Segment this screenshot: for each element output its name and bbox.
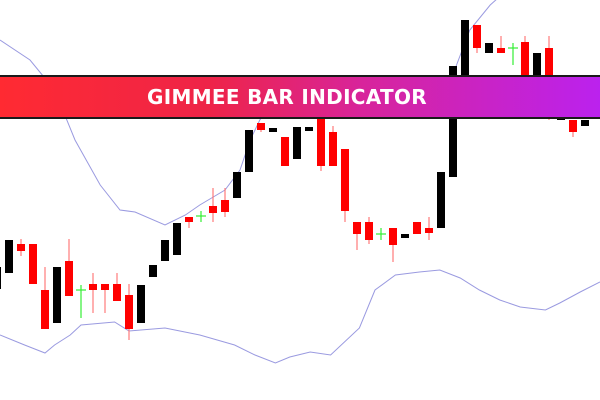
bullish-candle (293, 127, 301, 159)
bullish-candle (461, 20, 469, 75)
bearish-candle (521, 42, 529, 100)
bullish-candle (5, 240, 13, 273)
bearish-candle (89, 284, 97, 290)
bearish-candle (413, 222, 421, 234)
bearish-candle (329, 132, 337, 166)
bearish-candle (257, 123, 265, 130)
bearish-candle (17, 244, 25, 251)
bullish-candle (53, 267, 61, 323)
bullish-candle (137, 285, 145, 323)
bullish-candle (437, 172, 445, 228)
bearish-candle (425, 228, 433, 233)
bearish-candle (353, 222, 361, 234)
bearish-candle (341, 149, 349, 211)
bullish-candle (581, 120, 589, 126)
bearish-candle (221, 200, 229, 212)
bearish-candle (389, 228, 397, 245)
bullish-candle (269, 128, 277, 132)
bullish-candle (173, 223, 181, 255)
bullish-candle (449, 66, 457, 177)
bullish-candle (0, 267, 1, 289)
bearish-candle (317, 118, 325, 166)
bearish-candle (209, 206, 217, 213)
bullish-candle (401, 234, 409, 238)
bearish-candle (41, 290, 49, 329)
bullish-candle (485, 43, 493, 53)
lower-band-line (0, 269, 600, 364)
bearish-candle (29, 244, 37, 284)
bearish-candle (125, 295, 133, 329)
banner-title: GIMMEE BAR INDICATOR (147, 85, 427, 109)
bullish-candle (161, 240, 169, 261)
bearish-candle (65, 261, 73, 296)
bearish-candle (497, 48, 505, 53)
bullish-candle (245, 130, 253, 172)
bullish-candle (149, 265, 157, 277)
bearish-candle (101, 284, 109, 290)
bullish-candle (233, 172, 241, 198)
bearish-candle (569, 120, 577, 132)
bearish-candle (365, 222, 373, 240)
bearish-candle (281, 137, 289, 166)
title-banner: GIMMEE BAR INDICATOR (0, 75, 600, 119)
bearish-candle (113, 284, 121, 301)
bullish-candle (305, 127, 313, 131)
bearish-candle (473, 25, 481, 48)
bearish-candle (185, 217, 193, 222)
